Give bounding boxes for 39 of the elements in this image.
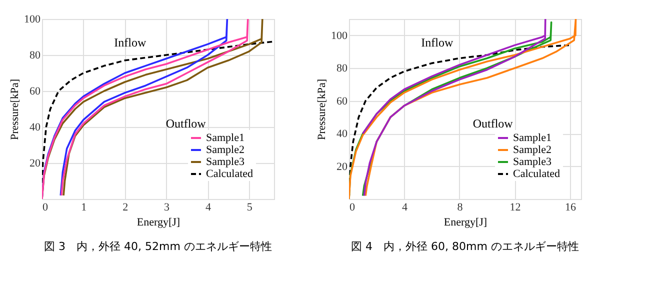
annotation: Outflow [472, 116, 514, 130]
annotation: Inflow [421, 35, 454, 50]
y-tick-label: 60 [30, 86, 41, 98]
legend-label: Calculated [206, 168, 254, 180]
y-tick-label: 80 [336, 62, 348, 75]
x-tick-label: 12 [510, 202, 521, 214]
text: 図 3 内，外径 40, 52mm のエネルギー特性 [44, 240, 272, 253]
y-tick-label: 20 [336, 160, 348, 173]
x-axis-title: Energy[J] [136, 216, 180, 228]
legend-label: Sample3 [206, 156, 245, 168]
y-axis-title: Pressure[kPa] [9, 78, 21, 140]
x-tick-label: 1 [81, 202, 87, 214]
text: 図 4 内，外径 60, 80mm のエネルギー特性 [351, 240, 579, 253]
x-tick-label: 4 [402, 202, 408, 214]
annotation: Outflow [166, 116, 206, 130]
y-tick-label: 100 [331, 30, 348, 42]
annotation: Inflow [114, 35, 146, 50]
legend-label: Sample1 [206, 132, 244, 144]
legend-label: Sample2 [206, 144, 244, 156]
x-tick-label: 8 [457, 202, 464, 214]
y-tick-label: 20 [30, 158, 41, 170]
y-tick-label: 40 [30, 122, 41, 134]
x-tick-label: 5 [246, 202, 253, 214]
x-tick-label: 0 [350, 202, 356, 214]
y-tick-label: 80 [30, 50, 41, 62]
x-tick-label: 2 [122, 202, 128, 214]
y-tick-label: 40 [336, 128, 348, 140]
x-tick-label: 4 [205, 202, 212, 214]
legend-label: Sample3 [513, 156, 552, 168]
x-axis-title: Energy[J] [444, 216, 488, 228]
x-tick-label: 16 [564, 202, 576, 214]
legend-label: Sample2 [513, 144, 552, 156]
x-tick-label: 3 [164, 202, 170, 214]
legend-label: Sample1 [513, 132, 552, 144]
x-tick-label: 0 [42, 202, 48, 214]
y-tick-label: 100 [24, 14, 41, 26]
legend-label: Calculated [513, 168, 561, 180]
y-axis-title: Pressure[kPa] [316, 78, 328, 140]
y-tick-label: 60 [336, 95, 348, 108]
